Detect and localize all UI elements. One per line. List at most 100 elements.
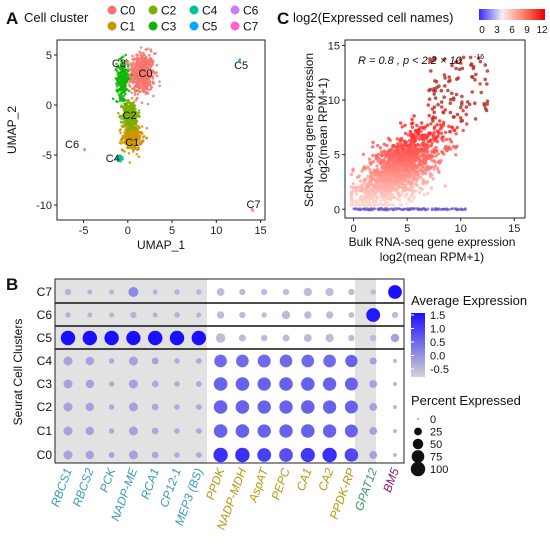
- umap-y-axis-title: UMAP_2: [5, 106, 19, 154]
- umap-point-c2: [118, 114, 122, 118]
- correlation-point: [485, 82, 489, 86]
- correlation-point: [398, 141, 402, 145]
- umap-point-c2: [123, 118, 126, 122]
- correlation-point: [389, 177, 394, 182]
- correlation-point: [428, 174, 433, 179]
- correlation-point: [378, 172, 382, 176]
- dot-c0-gpat12: [369, 451, 378, 459]
- correlation-point: [431, 177, 435, 181]
- dot-c3-ca1: [301, 377, 315, 391]
- umap-point-c3: [130, 73, 134, 77]
- correlation-point: [412, 147, 416, 151]
- correlation-point: [349, 197, 354, 201]
- umap-point-c2: [123, 111, 127, 114]
- correlation-point: [483, 106, 488, 111]
- dot-c1-pepc: [279, 424, 293, 438]
- cell-cluster-legend-title: Cell cluster: [24, 10, 89, 25]
- panel-c-correlation: C log2(Expressed cell names) 0 3 6 9 12 R = …: [277, 9, 548, 264]
- correlation-point: [483, 77, 488, 82]
- umap-point-c2: [117, 112, 120, 115]
- correlation-point: [349, 193, 354, 197]
- correlation-point: [426, 191, 430, 196]
- pct-expressed-legend-dot: [411, 450, 425, 463]
- correlation-point: [401, 181, 405, 186]
- pct-expressed-legend-dot: [412, 438, 424, 450]
- correlation-point: [425, 181, 429, 185]
- correlation-point: [403, 188, 408, 192]
- umap-point-c2: [130, 124, 134, 128]
- correlation-point-zero: [357, 207, 360, 210]
- correlation-point: [398, 146, 402, 150]
- correlation-point: [448, 130, 452, 134]
- correlation-point: [380, 163, 384, 168]
- correlation-point: [381, 190, 386, 194]
- umap-point-c1: [126, 131, 129, 135]
- umap-point-c2: [126, 98, 130, 102]
- umap-point-c0: [144, 64, 147, 68]
- correlation-point: [440, 105, 444, 109]
- avg-expression-colorbar: [411, 313, 425, 377]
- correlation-point: [432, 92, 437, 96]
- correlation-point: [434, 137, 438, 141]
- correlation-point: [455, 125, 459, 130]
- correlation-point: [374, 194, 378, 199]
- correlation-point: [365, 203, 369, 207]
- correlation-point: [437, 170, 441, 174]
- gene-label-aspat: AspAT: [246, 465, 272, 505]
- correlation-point: [426, 149, 430, 153]
- correlation-point: [464, 105, 469, 109]
- dot-c6-nadp-mdh: [239, 311, 246, 319]
- correlation-point: [419, 147, 423, 151]
- correlation-point: [366, 174, 370, 179]
- umap-point-c3: [115, 84, 119, 88]
- dot-c5-nadp-mdh: [238, 334, 246, 342]
- umap-point-c1: [127, 152, 131, 155]
- correlation-point: [428, 87, 433, 92]
- dot-c4-rbcs1: [63, 356, 73, 366]
- umap-point-c6: [83, 147, 86, 151]
- correlation-point: [411, 121, 415, 125]
- correlation-point: [349, 201, 354, 205]
- umap-point-c1: [127, 133, 131, 137]
- dot-c4-pck: [108, 358, 115, 364]
- correlation-point-zero: [380, 207, 383, 210]
- correlation-x-tick-label: 10: [455, 223, 467, 235]
- umap-point-c3: [111, 97, 115, 100]
- umap-point-c2: [133, 106, 136, 110]
- dot-c2-aspat: [257, 400, 271, 414]
- umap-point-c3: [123, 80, 126, 84]
- umap-point-c2: [134, 127, 138, 130]
- umap-point-c1: [134, 142, 137, 145]
- umap-point-c0: [135, 97, 139, 100]
- umap-point-c3: [123, 102, 127, 106]
- umap-point-c1: [120, 138, 124, 142]
- dot-c2-ppdk: [213, 400, 228, 414]
- dot-c0-cp12-1: [174, 452, 180, 458]
- umap-point-c0: [145, 61, 148, 64]
- umap-point-c0: [141, 59, 145, 63]
- correlation-point: [443, 84, 447, 88]
- correlation-point-zero: [438, 207, 441, 210]
- correlation-point: [390, 147, 394, 151]
- dot-c5-ca2: [325, 333, 334, 343]
- umap-point-c0: [146, 71, 149, 75]
- umap-point-c1: [141, 140, 145, 143]
- correlation-point: [447, 124, 451, 129]
- correlation-point: [371, 140, 375, 145]
- correlation-point: [413, 129, 418, 134]
- correlation-point: [373, 200, 378, 204]
- dot-c2-ca1: [301, 400, 315, 414]
- correlation-point: [455, 144, 459, 148]
- correlation-point: [422, 179, 426, 183]
- dot-c3-rca1: [151, 380, 159, 388]
- correlation-point: [417, 127, 421, 131]
- correlation-point: [432, 126, 436, 131]
- correlation-point: [473, 101, 477, 105]
- correlation-point: [360, 186, 364, 190]
- umap-point-c0: [130, 96, 134, 100]
- umap-x-axis-title: UMAP_1: [137, 238, 185, 252]
- dotplot-row-label-c0: C0: [37, 448, 53, 462]
- correlation-point: [411, 135, 415, 140]
- dot-c1-pck: [108, 428, 115, 434]
- correlation-point: [408, 129, 412, 134]
